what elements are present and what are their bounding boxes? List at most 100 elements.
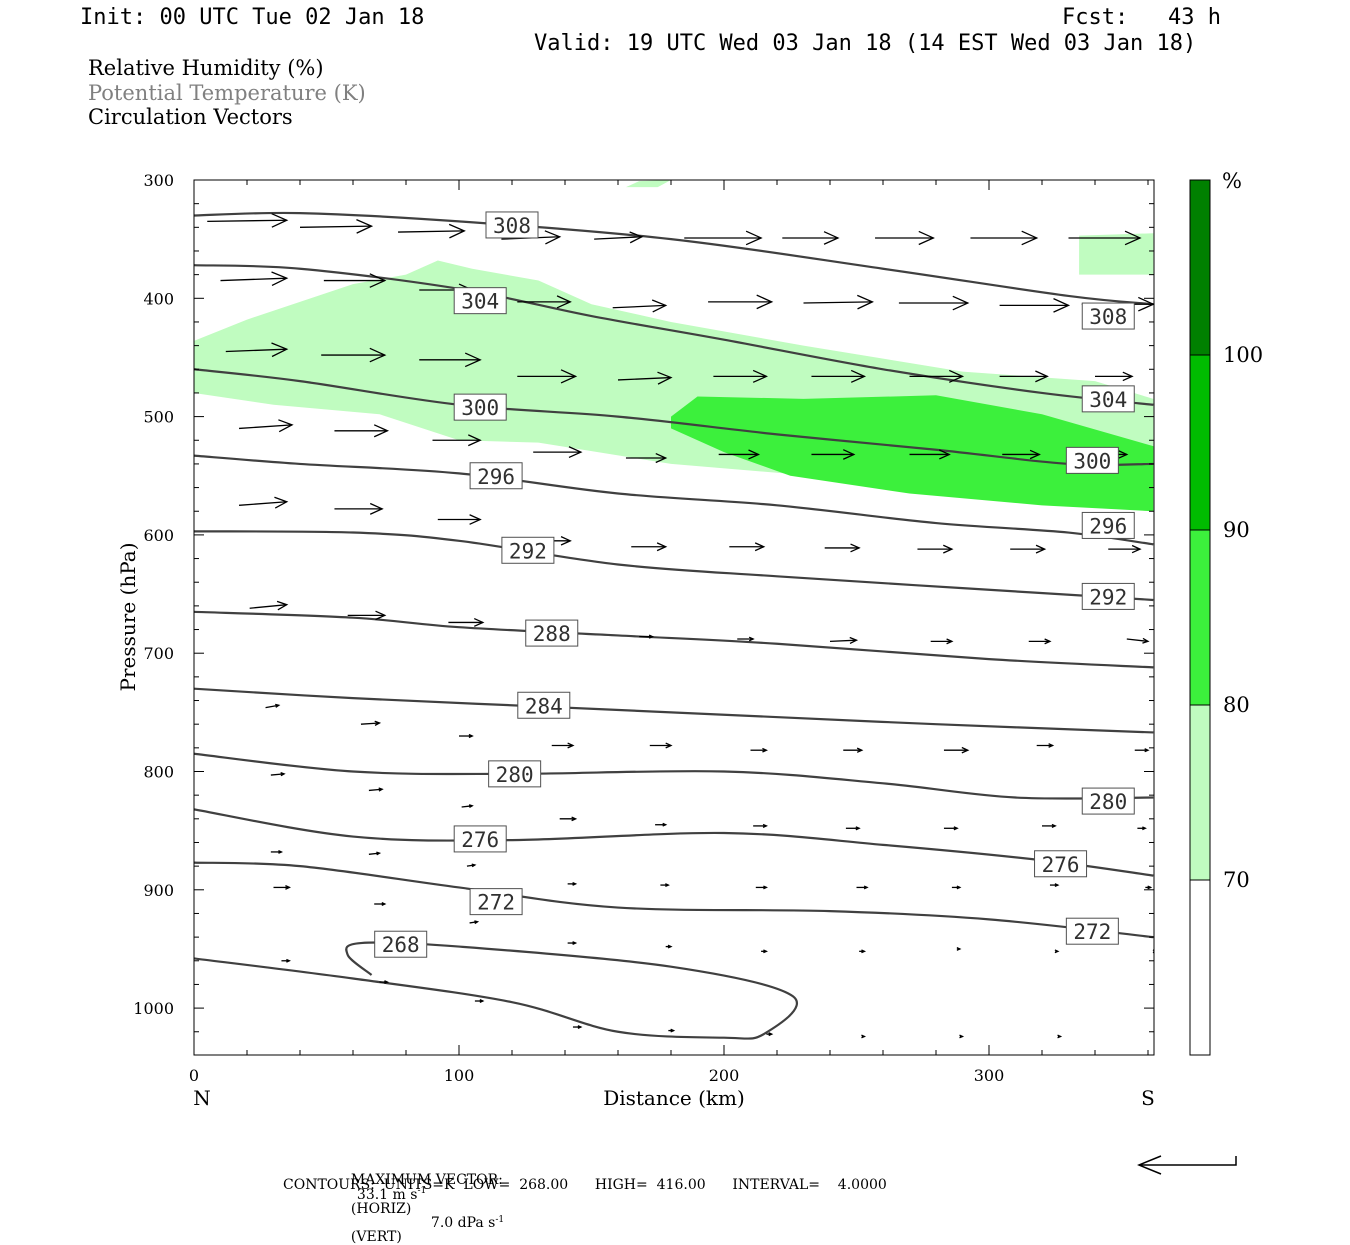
wind-vector xyxy=(466,863,477,868)
y-tick-label: 600 xyxy=(143,526,174,545)
theta-contour-280 xyxy=(194,752,1154,800)
contours-info: CONTOURS: UNITS=K LOW= 268.00 HIGH= 416.… xyxy=(283,1177,887,1193)
wind-vector xyxy=(755,885,768,890)
theta-contour-288 xyxy=(194,610,1154,669)
theta-contours xyxy=(194,211,1154,1040)
contour-label-280: 280 xyxy=(1081,787,1135,815)
circulation-vectors xyxy=(207,213,1154,1039)
wind-vector xyxy=(281,958,291,963)
wind-vector xyxy=(1054,949,1060,954)
wind-vector xyxy=(1028,638,1052,645)
wind-vector xyxy=(1042,823,1057,829)
wind-vector xyxy=(334,424,390,438)
wind-vector xyxy=(660,883,670,888)
wind-vector xyxy=(803,294,874,310)
y-tick-label: 800 xyxy=(143,763,174,782)
wind-vector xyxy=(551,742,575,749)
x-end-label-left: N xyxy=(193,1086,211,1110)
colorbar-unit: % xyxy=(1222,169,1242,193)
legend-relative-humidity: Relative Humidity (%) xyxy=(88,56,324,80)
svg-text:304: 304 xyxy=(461,290,499,314)
contour-label-272: 272 xyxy=(1065,917,1119,945)
y-tick-label: 400 xyxy=(143,289,174,308)
svg-text:288: 288 xyxy=(533,622,571,646)
svg-text:292: 292 xyxy=(509,539,547,563)
svg-text:268: 268 xyxy=(382,933,420,957)
wind-vector xyxy=(1049,883,1060,888)
colorbar-level-label: 100 xyxy=(1223,343,1263,367)
theta-contour-276 xyxy=(194,808,1154,877)
wind-vector xyxy=(347,610,387,621)
wind-vector xyxy=(861,1034,867,1039)
cross-section-chart: 308 308 304 304 300 300 296 296 292 292 288 284 280 2… xyxy=(116,169,1263,1110)
wind-vector xyxy=(665,944,673,949)
wind-vector xyxy=(909,449,951,460)
wind-vector xyxy=(729,542,766,552)
wind-vector xyxy=(649,742,673,749)
wind-vector xyxy=(829,636,859,645)
wind-vector xyxy=(845,826,861,831)
wind-vector xyxy=(1108,544,1142,554)
wind-vector xyxy=(368,851,382,856)
wind-vector xyxy=(684,230,763,246)
theta-contour-300 xyxy=(194,368,1154,467)
wind-vector xyxy=(761,949,768,954)
axis-labels: 300 400 500 600 700 800 900 1000 0 100 200 300 Dista… xyxy=(116,171,1155,1110)
svg-text:284: 284 xyxy=(525,694,563,718)
wind-vector xyxy=(517,295,572,309)
y-tick-label: 700 xyxy=(143,644,174,663)
wind-vector xyxy=(220,271,289,287)
wind-vector xyxy=(639,634,655,639)
contour-label-296: 296 xyxy=(469,462,523,490)
wind-vector xyxy=(207,213,289,228)
forecast-hour: Fcst: 43 h xyxy=(1062,5,1221,30)
svg-text:280: 280 xyxy=(1089,790,1127,814)
svg-text:300: 300 xyxy=(1073,449,1111,473)
wind-vector xyxy=(1145,885,1153,890)
max-vector-vertical: 7.0 dPa s xyxy=(430,1215,496,1232)
wind-vector xyxy=(572,1025,583,1029)
x-tick-label: 200 xyxy=(709,1066,740,1085)
svg-text:280: 280 xyxy=(496,763,534,787)
theta-contour-308 xyxy=(194,211,1154,306)
contour-label-308: 308 xyxy=(485,211,539,239)
wind-vector xyxy=(559,816,578,822)
wind-vector xyxy=(270,772,286,777)
contour-label-292: 292 xyxy=(501,536,555,564)
contour-label-268: 268 xyxy=(374,930,428,958)
wind-vector xyxy=(909,369,965,383)
wind-vector xyxy=(270,850,284,854)
wind-vector xyxy=(432,434,482,447)
legend-circulation-vectors: Circulation Vectors xyxy=(88,105,293,129)
svg-text:308: 308 xyxy=(493,214,531,238)
svg-text:308: 308 xyxy=(1089,305,1127,329)
wind-vector xyxy=(631,542,668,552)
wind-vector xyxy=(239,419,294,433)
wind-vector xyxy=(875,230,935,246)
vertical-exponent: -1 xyxy=(495,1214,505,1225)
contour-label-276: 276 xyxy=(453,825,507,853)
colorbar-level-label: 80 xyxy=(1223,693,1250,717)
contour-labels: 308 308 304 304 300 300 296 296 292 292 288 284 280 2… xyxy=(374,211,1135,958)
wind-vector xyxy=(811,449,856,460)
wind-vector xyxy=(824,543,861,553)
x-tick-label: 300 xyxy=(974,1066,1005,1085)
wind-vector xyxy=(856,885,869,890)
contour-label-300: 300 xyxy=(453,393,507,421)
contour-label-292: 292 xyxy=(1081,582,1135,610)
theta-contour-272 xyxy=(194,861,1154,939)
wind-vector xyxy=(737,636,755,642)
theta-contour-296 xyxy=(194,454,1154,546)
contour-label-296: 296 xyxy=(1081,511,1135,539)
y-tick-label: 900 xyxy=(143,881,174,900)
theta-contour-292 xyxy=(194,530,1154,602)
max-vector-horizontal: 33.1 m s xyxy=(356,1186,418,1203)
wind-vector xyxy=(368,787,384,792)
svg-text:272: 272 xyxy=(477,891,515,915)
svg-text:296: 296 xyxy=(477,465,515,489)
x-tick-label: 100 xyxy=(444,1066,475,1085)
rh-region-70-2 xyxy=(1079,233,1154,275)
init-time: Init: 00 UTC Tue 02 Jan 18 xyxy=(80,5,425,30)
wind-vector xyxy=(299,219,374,234)
colorbar: 70 80 90 100% xyxy=(1189,169,1263,1056)
